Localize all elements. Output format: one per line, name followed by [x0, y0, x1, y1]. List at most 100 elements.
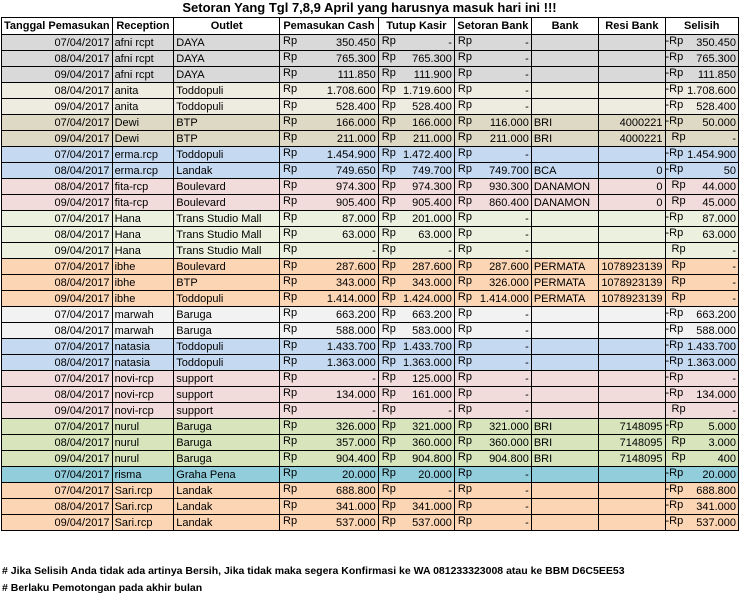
- amount: 326.000: [489, 276, 529, 289]
- currency-label: -Rp: [665, 147, 684, 160]
- amount: 360.000: [412, 436, 452, 449]
- amount: 1.454.900: [687, 148, 736, 161]
- table-row: 07/04/2017 marwah Baruga Rp 663.200 Rp 663.200…: [1, 306, 739, 323]
- cell-bank: [530, 226, 600, 243]
- amount: 400: [717, 452, 736, 465]
- cell-resi: 1078923139: [598, 258, 666, 275]
- cell-resi: [598, 466, 666, 483]
- amount: 134.000: [696, 388, 736, 401]
- cell-cash: Rp 663.200: [279, 306, 379, 323]
- currency-label: Rp: [283, 339, 298, 352]
- amount: 321.000: [489, 420, 529, 433]
- currency-label: Rp: [457, 67, 472, 80]
- amount: 905.400: [412, 196, 452, 209]
- currency-label: Rp: [381, 147, 396, 160]
- cell-selisih: -Rp 50: [664, 162, 739, 179]
- cell-cash: Rp 20.000: [279, 466, 379, 483]
- cell-reception: novi-rcp: [111, 402, 175, 419]
- amount: 765.300: [696, 52, 736, 65]
- cell-tutup: Rp 360.000: [377, 434, 455, 451]
- currency-label: Rp: [381, 371, 396, 384]
- amount: 287.600: [489, 260, 529, 273]
- amount: 974.300: [336, 180, 376, 193]
- cell-setoran: Rp 749.700: [453, 162, 532, 179]
- amount: 20.000: [342, 468, 376, 481]
- amount: 125.000: [412, 372, 452, 385]
- cell-resi: 4000221: [598, 130, 666, 147]
- amount: 343.000: [412, 276, 452, 289]
- currency-label: Rp: [283, 403, 298, 416]
- currency-label: Rp: [671, 275, 686, 288]
- cell-resi: [598, 66, 666, 83]
- currency-label: Rp: [671, 451, 686, 464]
- cell-cash: Rp 1.433.700: [279, 338, 379, 355]
- currency-label: Rp: [283, 515, 298, 528]
- currency-label: Rp: [457, 51, 472, 64]
- cell-bank: [530, 466, 600, 483]
- cell-resi: [598, 514, 666, 531]
- cell-tutup: Rp 663.200: [377, 306, 455, 323]
- amount: 211.000: [489, 132, 529, 145]
- cell-selisih: -Rp 134.000: [664, 386, 739, 403]
- cell-selisih: -Rp 1.433.700: [664, 338, 739, 355]
- amount: 211.000: [412, 132, 452, 145]
- amount: 537.000: [696, 516, 736, 529]
- currency-label: Rp: [283, 227, 298, 240]
- header-date: Tanggal Pemasukan: [1, 17, 113, 35]
- currency-label: Rp: [283, 323, 298, 336]
- amount: 357.000: [336, 436, 376, 449]
- currency-label: Rp: [457, 163, 472, 176]
- cell-setoran: Rp 1.414.000: [453, 290, 532, 307]
- currency-label: Rp: [381, 355, 396, 368]
- cell-setoran: Rp 326.000: [453, 274, 532, 291]
- cell-date: 08/04/2017: [1, 322, 113, 339]
- amount: 688.800: [696, 484, 736, 497]
- cell-selisih: Rp 3.000: [664, 434, 739, 451]
- amount: 166.000: [336, 116, 376, 129]
- table-row: 08/04/2017 novi-rcp support Rp 134.000 Rp 161.…: [1, 386, 739, 403]
- cell-resi: 7148095: [598, 450, 666, 467]
- cell-outlet: Landak: [173, 162, 281, 179]
- cell-cash: Rp 134.000: [279, 386, 379, 403]
- amount: 537.000: [412, 516, 452, 529]
- currency-label: -Rp: [665, 387, 684, 400]
- cell-selisih: -Rp 688.800: [664, 482, 739, 499]
- currency-label: Rp: [457, 371, 472, 384]
- amount: -: [732, 292, 736, 305]
- amount: -: [732, 244, 736, 257]
- header-bank: Bank: [530, 17, 600, 35]
- cell-tutup: Rp 583.000: [377, 322, 455, 339]
- currency-label: Rp: [283, 243, 298, 256]
- cell-date: 09/04/2017: [1, 130, 113, 147]
- cell-date: 08/04/2017: [1, 50, 113, 67]
- amount: 134.000: [336, 388, 376, 401]
- amount: -: [525, 244, 529, 257]
- amount: 201.000: [412, 212, 452, 225]
- header-cash: Pemasukan Cash: [279, 17, 379, 35]
- cell-cash: Rp 350.450: [279, 34, 379, 51]
- amount: 63.000: [342, 228, 376, 241]
- amount: 50: [723, 164, 736, 177]
- cell-tutup: Rp 211.000: [377, 130, 455, 147]
- cell-selisih: -Rp 63.000: [664, 226, 739, 243]
- amount: -: [372, 372, 376, 385]
- cell-bank: PERMATA: [530, 258, 600, 275]
- amount: 87.000: [342, 212, 376, 225]
- table-row: 08/04/2017 Sari.rcp Landak Rp 341.000 Rp 341.0…: [1, 498, 739, 515]
- cell-outlet: Landak: [173, 482, 281, 499]
- cell-tutup: Rp 1.472.400: [377, 146, 455, 163]
- cell-selisih: Rp -: [664, 274, 739, 291]
- cell-outlet: Toddopuli: [173, 82, 281, 99]
- cell-outlet: Boulevard: [173, 258, 281, 275]
- cell-date: 07/04/2017: [1, 258, 113, 275]
- amount: -: [525, 36, 529, 49]
- amount: 111.900: [413, 68, 452, 81]
- currency-label: Rp: [457, 227, 472, 240]
- cell-bank: [530, 322, 600, 339]
- amount: -: [525, 100, 529, 113]
- amount: -: [732, 260, 736, 273]
- currency-label: Rp: [457, 387, 472, 400]
- cell-bank: DANAMON: [530, 178, 600, 195]
- currency-label: Rp: [457, 291, 472, 304]
- table-row: 08/04/2017 erma.rcp Landak Rp 749.650 Rp 749.7…: [1, 162, 739, 179]
